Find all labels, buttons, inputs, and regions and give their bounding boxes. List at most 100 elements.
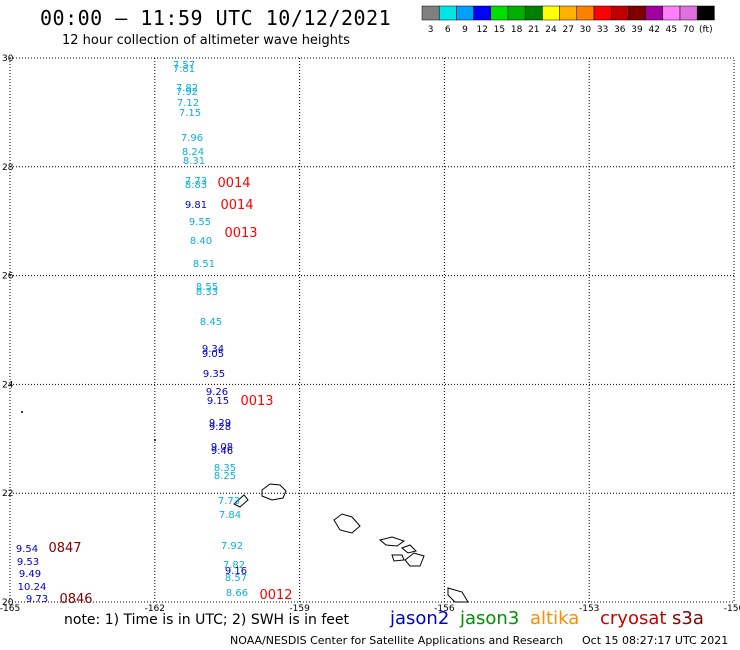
pass-time-label: 0013 — [240, 394, 273, 409]
wave-height-label: 7.12 — [177, 98, 199, 109]
pass-time-label: 0012 — [259, 588, 292, 603]
pass-time-label: 0847 — [48, 541, 81, 556]
legend-label: 36 — [614, 25, 626, 35]
lon-tick-label: -162 — [145, 604, 165, 614]
wave-height-label: 7.82 — [176, 83, 198, 94]
sat-label-jason3: jason3 — [460, 608, 520, 629]
wave-height-label: 8.66 — [226, 588, 248, 599]
legend-swatch — [610, 5, 629, 21]
island-outline — [401, 544, 417, 554]
wave-height-label: 7.15 — [179, 108, 201, 119]
wave-height-label: 9.08 — [211, 442, 233, 453]
legend-label: 6 — [445, 25, 451, 35]
wave-height-label: 9.53 — [17, 557, 39, 568]
lon-tick-label: -165 — [0, 604, 20, 614]
wave-height-label: 8.57 — [225, 573, 247, 584]
legend-label: 33 — [597, 25, 608, 35]
island-dot — [21, 411, 23, 413]
legend-swatch — [679, 5, 698, 21]
wave-height-label: 8.51 — [193, 259, 215, 270]
legend-label: 18 — [511, 25, 523, 35]
island-dot — [154, 439, 156, 441]
wave-height-label: 8.35 — [214, 463, 236, 474]
wave-height-label: 9.46 — [211, 446, 233, 457]
legend-label: 24 — [545, 25, 557, 35]
island-outline — [404, 552, 425, 567]
wave-height-label: 9.16 — [225, 566, 247, 577]
legend-label: 45 — [666, 25, 677, 35]
wave-height-label: 9.54 — [16, 544, 38, 555]
island-outline — [378, 536, 406, 547]
wave-height-label: 9.49 — [19, 569, 41, 580]
legend-swatch — [576, 5, 595, 21]
legend-swatch — [559, 5, 578, 21]
lat-tick-label: 20 — [2, 598, 14, 608]
map-subtitle: 12 hour collection of altimeter wave hei… — [62, 33, 350, 48]
legend-swatch — [473, 5, 492, 21]
island-outline — [261, 483, 287, 501]
legend-label: 12 — [476, 25, 487, 35]
island-outline — [233, 494, 249, 508]
credit-line: NOAA/NESDIS Center for Satellite Applica… — [230, 634, 564, 647]
pass-time-label: 0846 — [59, 592, 92, 607]
wave-height-label: 9.05 — [202, 349, 224, 360]
wave-height-label: 7.82 — [223, 560, 245, 571]
wave-height-label: 7.57 — [173, 60, 195, 71]
map-frame — [9, 57, 735, 603]
wave-height-label: 9.73 — [26, 594, 48, 605]
wave-height-label: 7.73 — [185, 176, 207, 187]
lat-tick-label: 28 — [2, 163, 14, 173]
legend-swatch — [593, 5, 612, 21]
legend-swatch — [456, 5, 474, 21]
island-outline — [333, 513, 361, 534]
sat-label-jason2: jason2 — [390, 608, 450, 629]
legend-swatch — [628, 5, 646, 21]
legend-label: 42 — [648, 25, 659, 35]
legend-label: 27 — [562, 25, 573, 35]
legend-label: 21 — [528, 25, 539, 35]
wave-height-label: 9.29 — [209, 418, 231, 429]
wave-height-label: 8.31 — [183, 156, 205, 167]
legend-label: (ft) — [699, 25, 713, 35]
wave-height-label: 8.55 — [196, 282, 218, 293]
lat-tick-label: 22 — [2, 489, 13, 499]
wave-height-label: 8.25 — [214, 471, 236, 482]
sat-label-cryosat: cryosat — [600, 608, 667, 629]
wave-height-label: 9.28 — [209, 422, 231, 433]
lon-tick-label: -150 — [724, 604, 740, 614]
lat-tick-label: 26 — [2, 272, 14, 282]
lat-tick-label: 24 — [2, 380, 14, 390]
wave-height-label: 9.81 — [185, 200, 207, 211]
legend-swatch — [421, 5, 440, 21]
wave-height-label: 8.24 — [182, 147, 204, 158]
wave-height-label: 9.35 — [203, 369, 225, 380]
lon-tick-label: -156 — [434, 604, 455, 614]
wave-height-label: 7.84 — [219, 510, 241, 521]
legend-label: 3 — [428, 25, 434, 35]
legend-label: 70 — [683, 25, 695, 35]
island-outline — [391, 554, 405, 562]
pass-time-label: 0014 — [220, 198, 253, 213]
pass-time-label: 0014 — [217, 176, 250, 191]
wave-height-label: 9.15 — [207, 396, 229, 407]
wave-height-label: 7.81 — [173, 64, 195, 75]
legend-swatch — [490, 5, 509, 21]
sat-label-s3a: s3a — [672, 608, 704, 629]
lon-tick-label: -153 — [579, 604, 599, 614]
lat-tick-label: 30 — [2, 54, 14, 64]
wave-height-label: 7.96 — [181, 133, 203, 144]
sat-label-altika: altika — [530, 608, 580, 629]
legend-swatch — [645, 5, 664, 21]
pass-time-label: 0013 — [224, 226, 257, 241]
generation-timestamp: Oct 15 08:27:17 UTC 2021 — [582, 634, 729, 647]
wave-height-label: 7.92 — [221, 541, 243, 552]
wave-height-label: 8.45 — [200, 317, 222, 328]
legend-swatch — [662, 5, 681, 21]
legend-label: 9 — [462, 25, 468, 35]
wave-height-label: 8.40 — [190, 236, 212, 247]
legend-swatch — [542, 5, 560, 21]
wave-height-label: 7.73 — [218, 496, 240, 507]
legend-label: 39 — [631, 25, 643, 35]
footer-note: note: 1) Time is in UTC; 2) SWH is in fe… — [64, 612, 350, 628]
